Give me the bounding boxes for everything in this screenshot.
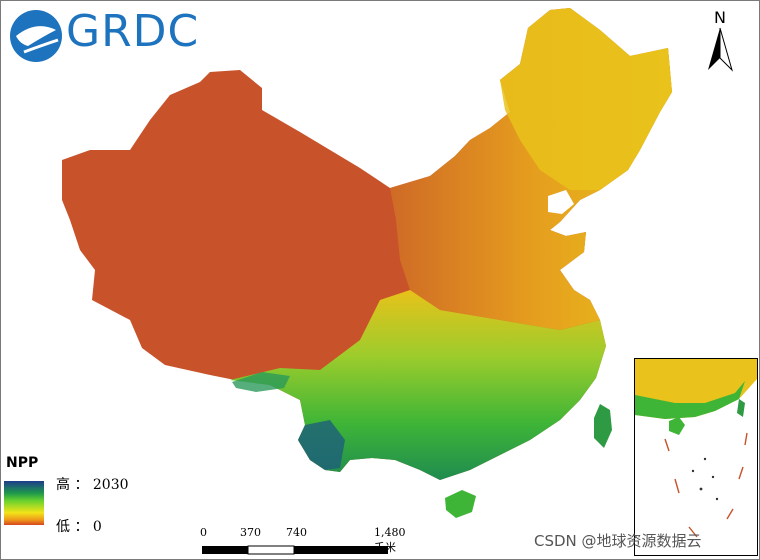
taiwan-island (594, 404, 612, 448)
nine-dash-line (664, 432, 748, 538)
north-arrow-icon (708, 27, 734, 72)
legend-low-label: 低 ： 0 (56, 519, 102, 535)
logo-text: GRDC (66, 6, 200, 57)
inset-islands (691, 457, 719, 501)
scale-tick-0: 0 (200, 526, 207, 539)
inset-green-coast (635, 381, 745, 419)
legend-high-label: 高 ： 2030 (56, 477, 129, 493)
dense-vegetation-southwest (298, 420, 345, 470)
inset-hainan (669, 417, 685, 435)
legend-color-ramp (4, 481, 44, 525)
scale-tick-370: 370 (240, 526, 261, 539)
legend-title: NPP (6, 455, 39, 471)
logo-globe-icon (10, 10, 62, 62)
northeast-region (500, 8, 672, 190)
scale-tick-740: 740 (286, 526, 307, 539)
inset-taiwan (737, 399, 745, 417)
north-label: N (714, 8, 726, 27)
watermark: CSDN @地球资源数据云 (534, 532, 702, 550)
hainan-island (445, 490, 476, 518)
scale-bar-graphic (202, 545, 388, 555)
inset-map (635, 359, 757, 538)
south-china-sea-inset (634, 358, 758, 556)
bohai-sea (548, 190, 574, 214)
dense-vegetation-himalaya (232, 372, 290, 392)
scale-tick-1480: 1,480 千米 (374, 526, 406, 554)
